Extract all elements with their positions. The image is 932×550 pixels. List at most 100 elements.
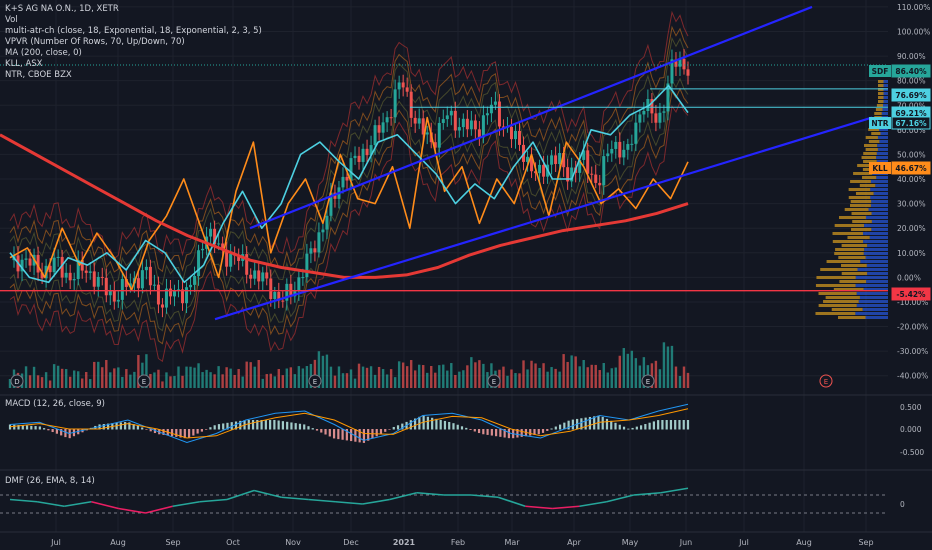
macd-hist-bar: [460, 426, 464, 430]
legend-vpvr[interactable]: VPVR (Number Of Rows, 70, Up/Down, 70): [5, 37, 185, 47]
candle-body: [493, 101, 497, 105]
profile-bar-down: [820, 268, 858, 271]
candle-body: [610, 148, 614, 154]
macd-hist-bar: [17, 425, 20, 430]
candle-body: [281, 300, 285, 302]
legend-vol[interactable]: Vol: [5, 15, 18, 25]
volume-bar: [289, 367, 293, 388]
profile-bar-down: [815, 284, 856, 287]
candle-body: [68, 272, 72, 281]
macd-hist-bar: [350, 429, 353, 442]
dmf-label[interactable]: DMF (26, EMA, 8, 14): [5, 476, 95, 486]
volume-bar: [622, 348, 626, 388]
candle-body: [313, 248, 317, 253]
macd-hist-bar: [490, 429, 493, 436]
candle-body: [674, 59, 678, 67]
macd-hist-bar: [192, 429, 195, 436]
profile-bar-down: [815, 312, 856, 315]
y-tick-label: 40.00%: [897, 175, 926, 184]
candle-body: [297, 277, 301, 292]
profile-bar-down: [868, 140, 880, 143]
volume-bar: [353, 378, 357, 388]
macd-hist-bar: [315, 429, 319, 431]
event-marker: [487, 374, 501, 388]
profile-bar-down: [878, 80, 884, 83]
macd-hist-bar: [631, 427, 634, 430]
candle-body: [449, 110, 453, 116]
candle-body: [558, 153, 562, 165]
macd-hist-bar: [495, 429, 498, 437]
macd-hist-bar: [286, 421, 289, 430]
profile-bar-up: [871, 220, 888, 223]
y-tick-label: -10.00%: [897, 298, 928, 307]
volume-bar: [297, 366, 301, 388]
volume-bar: [602, 363, 605, 388]
macd-hist-bar: [256, 420, 259, 430]
macd-hist-bar: [639, 425, 643, 430]
x-tick-label: Apr: [567, 538, 582, 547]
event-marker-label: E: [492, 378, 496, 386]
volume-bar: [626, 353, 630, 388]
volume-bar: [157, 369, 160, 388]
volume-bar: [60, 368, 64, 388]
candle-body: [582, 150, 586, 160]
volume-bar: [478, 360, 481, 388]
profile-bar-up: [870, 188, 888, 191]
volume-bar: [189, 366, 192, 388]
y-tick-label: -30.00%: [897, 347, 928, 356]
dmf-line-seg: [389, 491, 417, 501]
candle-body: [164, 288, 168, 308]
profile-bar-up: [867, 272, 888, 275]
macd-hist-bar: [601, 416, 604, 430]
volume-bar: [129, 374, 132, 388]
volume-bar: [586, 367, 589, 388]
y-tick-label: 10.00%: [897, 249, 926, 258]
candle-body: [413, 117, 417, 124]
legend-main[interactable]: K+S AG NA O.N., 1D, XETR: [5, 4, 119, 14]
volume-bar: [257, 360, 260, 388]
volume-bar: [642, 357, 646, 388]
legend-ma[interactable]: MA (200, close, 0): [5, 48, 82, 58]
profile-bar-down: [857, 164, 875, 167]
macd-label[interactable]: MACD (12, 26, close, 9): [5, 399, 105, 409]
macd-hist-bar: [431, 417, 434, 430]
legend-ntr[interactable]: NTR, CBOE BZX: [5, 70, 72, 80]
candle-body: [325, 215, 329, 230]
macd-hist-bar: [379, 429, 383, 435]
volume-bar: [686, 372, 690, 388]
volume-bar: [249, 362, 252, 388]
x-tick-label: Sep: [165, 538, 180, 547]
candle-body: [357, 155, 361, 162]
candle-body: [421, 118, 425, 135]
volume-bar: [470, 357, 473, 388]
candle-body: [116, 299, 120, 302]
macd-hist-bar: [183, 429, 186, 439]
candle-body: [64, 272, 68, 278]
profile-bar-up: [855, 276, 888, 279]
event-marker-label: E: [142, 378, 146, 386]
macd-hist-bar: [234, 421, 238, 430]
legend-atr[interactable]: multi-atr-ch (close, 18, Exponential, 18…: [5, 26, 262, 36]
candle-body: [393, 89, 397, 118]
profile-bar-up: [870, 196, 888, 199]
profile-bar-up: [869, 236, 888, 239]
event-marker: [308, 374, 322, 388]
profile-bar-up: [856, 304, 888, 307]
profile-bar-up: [862, 308, 888, 311]
atr-band-lower-1: [9, 87, 689, 345]
profile-bar-down: [865, 148, 878, 151]
volume-bar: [277, 369, 280, 388]
candle-body: [88, 271, 92, 273]
candle-body: [273, 291, 277, 300]
macd-hist-bar: [384, 429, 387, 432]
candle-body: [618, 141, 622, 158]
volume-bar: [682, 366, 686, 388]
candle-body: [518, 130, 522, 145]
candle-body: [526, 156, 530, 162]
volume-bar: [486, 372, 489, 388]
volume-bar: [454, 374, 457, 388]
macd-hist-bar: [409, 420, 412, 430]
legend-kll[interactable]: KLL, ASX: [5, 59, 43, 69]
profile-bar-down: [850, 180, 871, 183]
